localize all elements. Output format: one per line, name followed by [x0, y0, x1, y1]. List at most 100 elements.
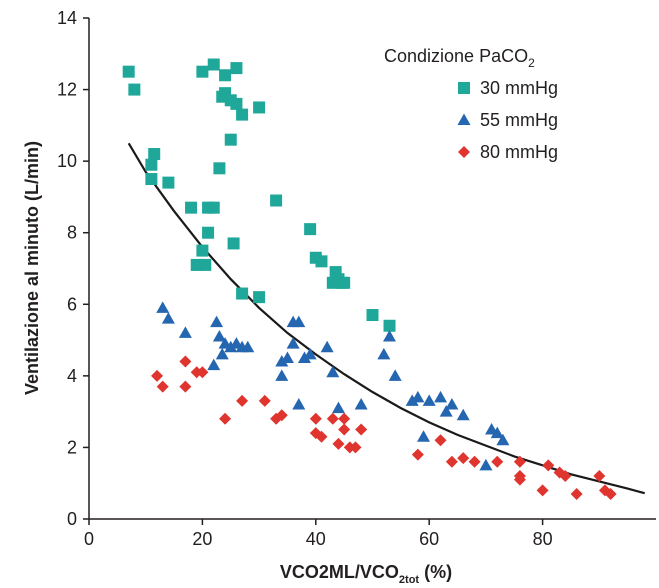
data-point	[303, 347, 317, 360]
data-point	[253, 291, 266, 304]
data-point	[196, 366, 209, 379]
data-point	[315, 255, 328, 268]
data-point	[405, 394, 419, 406]
data-point	[366, 309, 379, 322]
legend-label: 80 mmHg	[480, 142, 558, 162]
data-point	[388, 369, 402, 381]
y-tick-label: 0	[67, 509, 77, 529]
data-point	[275, 369, 289, 381]
data-point	[145, 158, 158, 171]
data-point	[236, 287, 249, 300]
data-point	[445, 455, 458, 468]
y-tick-label: 14	[57, 8, 77, 28]
data-point	[224, 133, 237, 146]
data-point	[236, 108, 249, 121]
x-axis-title-main: VCO2ML/VCO	[280, 562, 399, 582]
data-point	[355, 423, 368, 436]
data-point	[411, 390, 425, 403]
data-point	[456, 408, 470, 421]
data-point	[207, 201, 220, 214]
data-point	[224, 340, 238, 353]
y-tick-label: 12	[57, 80, 77, 100]
data-point	[332, 437, 345, 450]
data-points	[122, 58, 617, 500]
data-point	[179, 380, 192, 393]
data-point	[491, 455, 504, 468]
data-point	[219, 69, 232, 82]
data-point	[422, 394, 436, 406]
data-point	[536, 484, 549, 497]
series-group	[151, 355, 617, 500]
data-point	[326, 365, 340, 378]
data-point	[309, 412, 322, 425]
data-point	[513, 455, 526, 468]
data-point	[196, 65, 209, 78]
data-point	[434, 390, 448, 403]
data-point	[207, 58, 220, 71]
data-point	[331, 401, 345, 414]
series-group	[122, 58, 396, 332]
y-tick-label: 6	[67, 294, 77, 314]
y-tick-label: 10	[57, 151, 77, 171]
data-point	[411, 448, 424, 461]
y-ticks: 0 2 4 6 8 10 12 14	[57, 8, 89, 529]
trend-curve-group	[127, 142, 645, 495]
data-point	[292, 397, 306, 410]
data-point	[161, 312, 175, 324]
data-point	[570, 487, 583, 500]
legend-title: Condizione PaCO2	[384, 46, 535, 70]
data-point	[122, 65, 135, 78]
data-point	[202, 226, 215, 239]
y-axis-title: Ventilazione al minuto (L/min)	[22, 141, 42, 395]
data-point	[320, 340, 334, 353]
data-point	[199, 258, 212, 271]
data-point	[604, 487, 617, 500]
legend-items: 30 mmHg 55 mmHg 80 mmHg	[457, 78, 558, 162]
series-group	[156, 301, 510, 471]
data-point	[349, 441, 362, 454]
data-point	[156, 301, 170, 313]
data-point	[280, 351, 294, 363]
x-ticks: 0 20 40 60 80	[84, 519, 553, 549]
data-point	[275, 409, 288, 422]
data-point	[148, 147, 161, 160]
data-point	[445, 397, 459, 410]
data-point	[212, 329, 226, 342]
x-axis-title: VCO2ML/VCO2tot (%)	[280, 562, 452, 586]
data-point	[241, 340, 255, 353]
data-point	[338, 423, 351, 436]
data-point	[258, 394, 271, 407]
data-point	[304, 223, 317, 236]
data-point	[128, 83, 141, 96]
data-point	[513, 473, 526, 486]
trend-curve	[127, 142, 645, 495]
data-point	[383, 329, 397, 342]
legend-title-main: Condizione PaCO	[384, 46, 528, 66]
data-point	[286, 337, 300, 349]
x-tick-label: 0	[84, 529, 94, 549]
data-point	[326, 412, 339, 425]
data-point	[156, 380, 169, 393]
data-point	[215, 347, 229, 360]
data-point	[496, 433, 510, 446]
y-tick-label: 4	[67, 366, 77, 386]
x-tick-label: 40	[306, 529, 326, 549]
legend-marker	[458, 82, 470, 94]
data-point	[253, 101, 266, 114]
y-tick-label: 8	[67, 223, 77, 243]
data-point	[210, 315, 224, 328]
data-point	[383, 319, 396, 332]
data-point	[490, 426, 504, 439]
data-point	[213, 162, 226, 175]
legend-label: 30 mmHg	[480, 78, 558, 98]
x-axis-title-subscript: 2tot	[399, 574, 420, 586]
legend-label: 55 mmHg	[480, 110, 558, 130]
data-point	[207, 358, 221, 371]
legend-title-subscript: 2	[528, 56, 535, 70]
legend: Condizione PaCO2 30 mmHg 55 mmHg 80 mmHg	[384, 46, 558, 162]
data-point	[338, 276, 351, 289]
data-point	[292, 315, 306, 328]
data-point	[468, 455, 481, 468]
data-point	[338, 412, 351, 425]
data-point	[417, 430, 431, 442]
